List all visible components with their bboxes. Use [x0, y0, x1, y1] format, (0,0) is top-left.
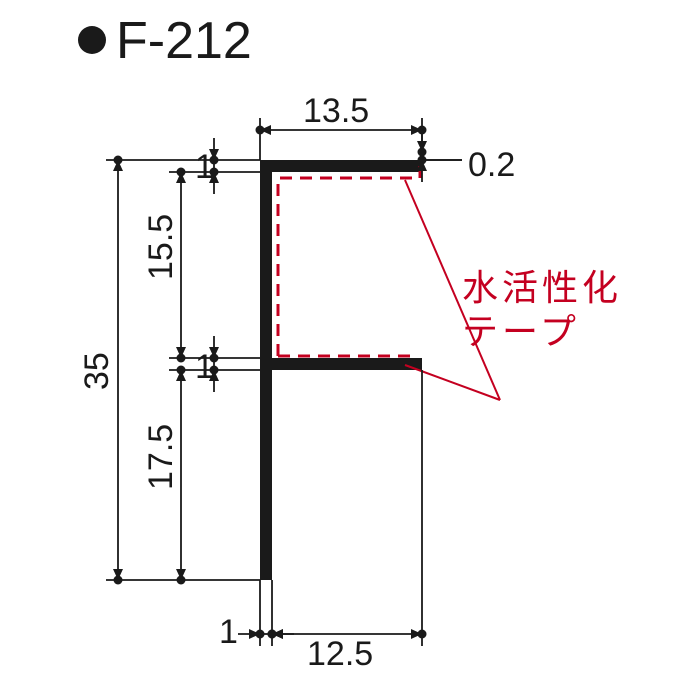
dim-terminator	[418, 630, 427, 639]
dim-terminator	[418, 156, 427, 165]
profile-vertical	[260, 160, 272, 580]
dim-value-mid_thick: 1	[195, 348, 214, 386]
dim-terminator	[177, 354, 186, 363]
dim-terminator	[256, 126, 265, 135]
dim-terminator	[256, 630, 265, 639]
tape-label-line2: テープ	[462, 311, 580, 352]
dim-value-top_thick: 1	[195, 148, 214, 186]
dim-terminator	[114, 576, 123, 585]
profile-top-flange	[260, 160, 422, 172]
dim-terminator	[268, 630, 277, 639]
tape-outline	[278, 162, 420, 356]
dim-terminator	[177, 366, 186, 375]
dim-value-top_width: 13.5	[303, 92, 369, 130]
dim-value-bot_thick: 1	[219, 613, 238, 651]
dim-value-tape_t: 0.2	[468, 146, 515, 184]
dim-terminator	[177, 576, 186, 585]
dim-terminator	[177, 168, 186, 177]
dim-terminator	[418, 148, 427, 157]
product-code: F-212	[116, 12, 252, 70]
dim-value-overall_h: 35	[78, 352, 116, 390]
tape-label-line1: 水活性化	[462, 267, 622, 308]
dim-value-bot_width: 12.5	[307, 635, 373, 673]
tape-leader-2	[405, 365, 500, 400]
dim-value-seg_lower: 17.5	[142, 424, 180, 490]
profile-mid-flange	[272, 358, 422, 370]
dim-value-seg_upper: 15.5	[142, 214, 180, 280]
dim-terminator	[114, 156, 123, 165]
title-bullet	[78, 26, 106, 54]
